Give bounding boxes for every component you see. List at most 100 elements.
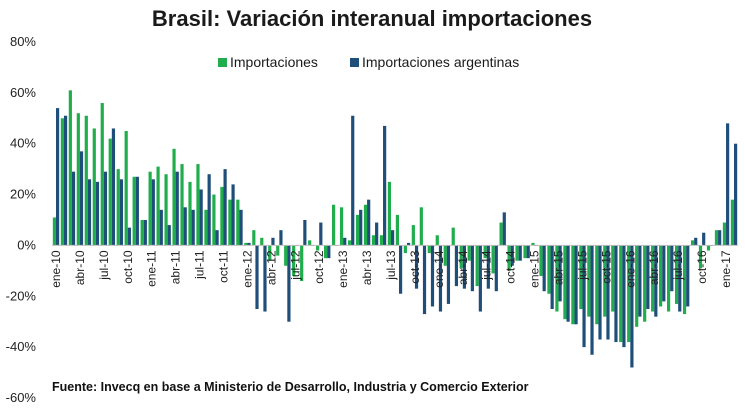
bar-importaciones-argentinas [263,245,267,312]
bar-importaciones-argentinas [327,245,331,259]
bar-importaciones-argentinas [510,245,514,266]
bar-importaciones-argentinas [702,232,706,246]
bar-importaciones [555,245,559,312]
bar-importaciones-argentinas [271,237,275,246]
bar-importaciones-argentinas [630,245,634,368]
bar-importaciones [92,128,96,246]
bar-importaciones [523,245,527,259]
x-tick-label: ene-13 [336,250,350,288]
x-tick-label: abr-15 [552,250,566,285]
bar-importaciones [443,245,447,266]
bar-importaciones-argentinas [207,174,211,246]
bar-importaciones [284,245,288,266]
y-axis: -60% -40% -20% 0% 20% 40% 60% 80% [6,34,37,405]
bar-importaciones-argentinas [582,245,586,348]
x-tick-label: ene-12 [240,250,254,288]
x-tick-label: abr-10 [73,250,87,285]
bar-importaciones-argentinas [550,245,554,309]
bar-importaciones [515,245,519,261]
x-tick-label: ene-10 [49,250,63,288]
x-tick-label: jul-13 [384,250,398,281]
bar-importaciones-argentinas [446,245,451,304]
bar-importaciones-argentinas [287,245,291,322]
bar-importaciones-argentinas [518,245,522,261]
bar-importaciones-argentinas [486,245,490,289]
bar-importaciones [395,214,399,246]
x-tick-label: abr-13 [360,250,374,285]
bar-importaciones [730,199,735,246]
x-tick-label: ene-14 [432,250,446,288]
bar-importaciones [316,245,320,251]
bar-importaciones [308,240,312,246]
bar-importaciones [635,245,639,327]
bar-importaciones-argentinas [558,245,562,302]
bar-importaciones-argentinas [167,225,171,246]
bar-importaciones-argentinas [614,245,618,343]
bar-importaciones-argentinas [95,181,100,246]
x-tick-label: ene-17 [719,250,733,288]
bar-importaciones-argentinas [103,171,108,246]
bar-importaciones [379,235,384,246]
y-tick-label: 40% [10,136,36,151]
legend-swatch-importaciones [218,58,227,67]
bar-importaciones-argentinas [622,245,626,348]
bar-importaciones [355,214,360,246]
bar-importaciones [682,245,687,315]
bar-importaciones [292,245,296,276]
bar-importaciones [722,222,727,246]
bar-importaciones-argentinas [430,245,435,307]
x-tick-label: oct-15 [599,250,613,284]
bar-importaciones [659,245,663,307]
x-tick-label: ene-15 [528,250,542,288]
legend-label-importaciones: Importaciones [230,54,318,70]
x-tick-label: jul-12 [288,250,302,281]
bar-importaciones [76,113,80,246]
bar-importaciones [547,245,551,294]
bar-importaciones [571,245,575,325]
bar-importaciones-argentinas [383,125,387,246]
bar-importaciones [84,115,88,246]
x-tick-label: jul-16 [671,250,685,281]
bar-importaciones-argentinas [502,212,506,246]
bar-importaciones [627,245,631,343]
bar-importaciones [164,174,168,246]
bar-importaciones-argentinas [279,230,283,246]
bar-importaciones [52,217,56,246]
y-tick-label: 0% [17,237,36,252]
bar-importaciones [228,199,232,246]
bar-importaciones-argentinas [734,143,738,246]
x-tick-label: oct-13 [408,250,422,284]
bar-importaciones [611,245,615,312]
bar-importaciones [706,245,711,251]
bar-importaciones-argentinas [462,245,466,289]
bar-importaciones-argentinas [367,199,371,246]
bar-importaciones [204,209,208,246]
x-tick-label: abr-11 [169,250,183,284]
bar-importaciones [563,245,567,320]
bar-importaciones [236,199,240,246]
bar-importaciones-argentinas [231,184,235,246]
bar-importaciones-argentinas [79,151,84,246]
bar-importaciones [690,240,695,246]
bar-importaciones-argentinas [726,123,730,246]
bar-importaciones [674,245,679,304]
bar-importaciones [603,245,607,317]
bar-importaciones-argentinas [598,245,602,340]
bar-importaciones-argentinas [398,245,403,294]
bar-importaciones [324,245,328,259]
bar-importaciones [260,237,264,246]
x-tick-label: oct-14 [504,250,518,284]
x-tick-label: oct-10 [121,250,135,284]
bar-importaciones-argentinas [590,245,594,355]
bar-importaciones-argentinas [478,245,482,312]
bar-importaciones [300,245,304,282]
bar-importaciones-argentinas [239,209,243,246]
legend-label-importaciones-argentinas: Importaciones argentinas [362,54,519,70]
bar-importaciones [220,186,224,246]
bar-importaciones [347,240,352,246]
bar-importaciones [244,242,248,246]
bar-importaciones-argentinas [606,245,610,340]
bar-importaciones [371,235,376,246]
bar-importaciones-argentinas [199,189,203,246]
